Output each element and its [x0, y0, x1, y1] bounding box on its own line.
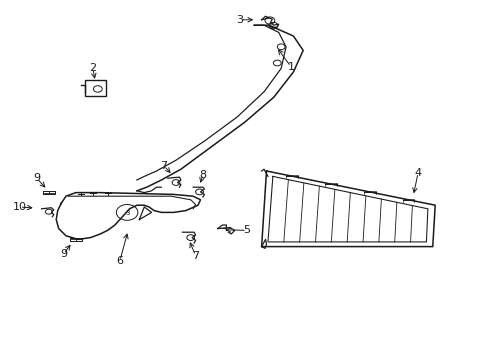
Text: 9: 9 [60, 249, 67, 259]
FancyBboxPatch shape [84, 80, 106, 96]
Text: 4: 4 [414, 168, 421, 178]
Text: 9: 9 [33, 173, 40, 183]
Text: 2: 2 [89, 63, 96, 73]
Text: 8: 8 [199, 170, 206, 180]
Text: 7: 7 [160, 161, 167, 171]
Text: 3: 3 [236, 15, 243, 25]
Text: 7: 7 [192, 251, 199, 261]
Text: 10: 10 [13, 202, 26, 212]
Text: 6: 6 [116, 256, 123, 266]
Text: 3: 3 [125, 210, 130, 216]
Text: 1: 1 [287, 62, 294, 72]
Text: 5: 5 [243, 225, 250, 235]
